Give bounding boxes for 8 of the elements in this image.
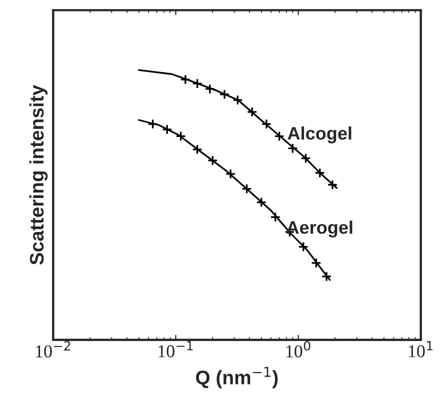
x-tick-label: 10$^{−2}$ — [36, 341, 70, 358]
series-label: Alcogel — [288, 126, 352, 144]
x-axis-title: Q (nm$^{−1}$) — [196, 366, 278, 388]
x-tick-label: 10$^{0}$ — [286, 341, 310, 358]
x-tick-label: 10$^{1}$ — [408, 341, 432, 358]
x-tick-label: 10$^{−1}$ — [158, 341, 193, 358]
y-axis-title: Scattering intensity — [29, 84, 48, 265]
series-label: Aerogel — [286, 220, 352, 238]
